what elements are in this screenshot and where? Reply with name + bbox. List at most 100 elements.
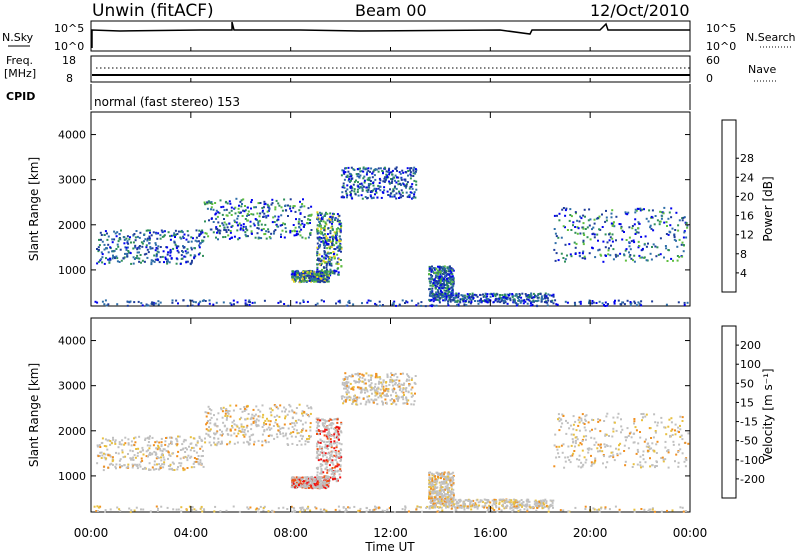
power-pixel (328, 264, 331, 267)
velocity-pixel (460, 506, 463, 509)
velocity-pixel (384, 398, 387, 401)
power-pixel (377, 170, 380, 173)
power-pixel (381, 304, 384, 306)
velocity-pixel (382, 387, 385, 390)
power-pixel (245, 227, 248, 230)
velocity-pixel (405, 380, 408, 382)
power-pixel (362, 167, 365, 170)
power-pixel (134, 236, 137, 239)
power-pixel (617, 299, 620, 302)
power-pixel (257, 224, 260, 227)
power-pixel (323, 281, 326, 284)
velocity-pixel (147, 449, 150, 452)
velocity-pixel (440, 494, 443, 497)
velocity-pixel (328, 464, 331, 467)
velocity-pixel (521, 503, 524, 506)
velocity-pixel (336, 463, 339, 466)
velocity-pixel (103, 456, 106, 459)
velocity-pixel (250, 434, 253, 437)
power-pixel (260, 237, 263, 240)
velocity-pixel (240, 425, 243, 428)
power-pixel (529, 304, 532, 307)
power-pixel (329, 273, 332, 275)
power-pixel (588, 252, 591, 255)
power-pixel (430, 275, 433, 278)
power-pixel (498, 298, 501, 301)
velocity-pixel (126, 465, 129, 468)
power-pixel (444, 271, 446, 274)
velocity-pixel (450, 496, 453, 499)
power-pixel (377, 184, 380, 187)
velocity-pixel (267, 441, 270, 444)
power-pixel (113, 249, 116, 252)
velocity-pixel (301, 423, 304, 426)
velocity-pixel (323, 425, 326, 428)
velocity-pixel (537, 506, 540, 509)
velocity-pixel (328, 432, 331, 434)
velocity-pixel (121, 465, 124, 468)
velocity-pixel (319, 465, 322, 468)
velocity-pixel (352, 400, 355, 403)
velocity-pixel (464, 503, 466, 506)
power-pixel (336, 267, 339, 270)
velocity-pixel (339, 454, 342, 457)
power-pixel (151, 303, 154, 306)
power-pixel (411, 197, 413, 200)
velocity-pixel (456, 505, 459, 508)
velocity-pixel (295, 421, 298, 424)
velocity-pixel (297, 481, 300, 484)
power-pixel (321, 278, 324, 281)
velocity-pixel (330, 427, 333, 430)
velocity-pixel (97, 455, 100, 458)
power-pixel (394, 167, 397, 170)
power-pixel (578, 220, 581, 223)
power-pixel (366, 171, 369, 174)
power-pixel (244, 302, 247, 305)
power-pixel (638, 222, 641, 225)
velocity-pixel (293, 411, 296, 414)
power-pixel (289, 231, 292, 234)
power-pixel (444, 299, 446, 302)
velocity-pixel (352, 386, 355, 389)
power-pixel (255, 206, 257, 209)
power-pixel (241, 215, 244, 217)
power-pixel (115, 248, 118, 250)
power-pixel (348, 302, 351, 304)
velocity-pixel (293, 428, 296, 431)
velocity-pixel (311, 484, 314, 487)
velocity-pixel (337, 469, 340, 472)
power-pixel (111, 250, 114, 253)
velocity-pixel (105, 445, 108, 448)
velocity-pixel (552, 499, 555, 502)
power-pixel (442, 273, 445, 275)
velocity-pixel (436, 492, 439, 495)
power-pixel (198, 235, 201, 237)
power-pixel (530, 297, 533, 299)
power-pixel (177, 251, 180, 254)
power-pixel (365, 189, 368, 192)
power-pixel (331, 240, 334, 242)
power-pixel (228, 211, 231, 214)
power-pixel (320, 220, 323, 222)
power-pixel (428, 269, 431, 272)
power-pixel (325, 240, 328, 243)
power-pixel (678, 256, 681, 259)
velocity-pixel (379, 377, 382, 380)
power-pixel (343, 172, 346, 175)
velocity-pixel (443, 478, 445, 480)
power-pixel (569, 208, 572, 211)
velocity-pixel (393, 379, 396, 382)
velocity-pixel (344, 372, 347, 375)
velocity-pixel (204, 437, 206, 440)
velocity-pixel (302, 435, 304, 438)
velocity-pixel (380, 396, 383, 399)
velocity-pixel (346, 382, 348, 385)
velocity-pixel (359, 376, 361, 379)
velocity-pixel (250, 423, 253, 426)
velocity-pixel (233, 419, 235, 422)
power-pixel (450, 286, 453, 289)
velocity-pixel (108, 454, 111, 457)
power-pixel (476, 295, 479, 298)
velocity-pixel (190, 446, 193, 449)
power-pixel (441, 284, 444, 287)
